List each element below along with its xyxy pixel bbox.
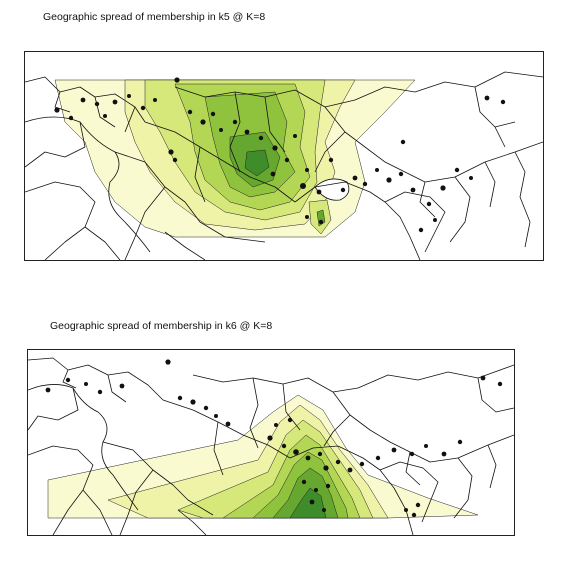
map-panel-k6 (27, 349, 515, 536)
map-title-k5: Geographic spread of membership in k5 @ … (43, 11, 266, 23)
sample-points-k6 (45, 359, 503, 518)
membership-contours-k6 (47, 394, 479, 519)
country-borders-k6 (28, 357, 514, 535)
map-panel-k5 (24, 51, 544, 261)
sample-points-k5 (54, 77, 506, 233)
map-k6 (28, 357, 514, 535)
map-title-k6: Geographic spread of membership in k6 @ … (50, 320, 273, 332)
country-borders-k5 (25, 71, 543, 260)
map-k5 (25, 71, 543, 260)
membership-contours-k5 (54, 79, 416, 238)
